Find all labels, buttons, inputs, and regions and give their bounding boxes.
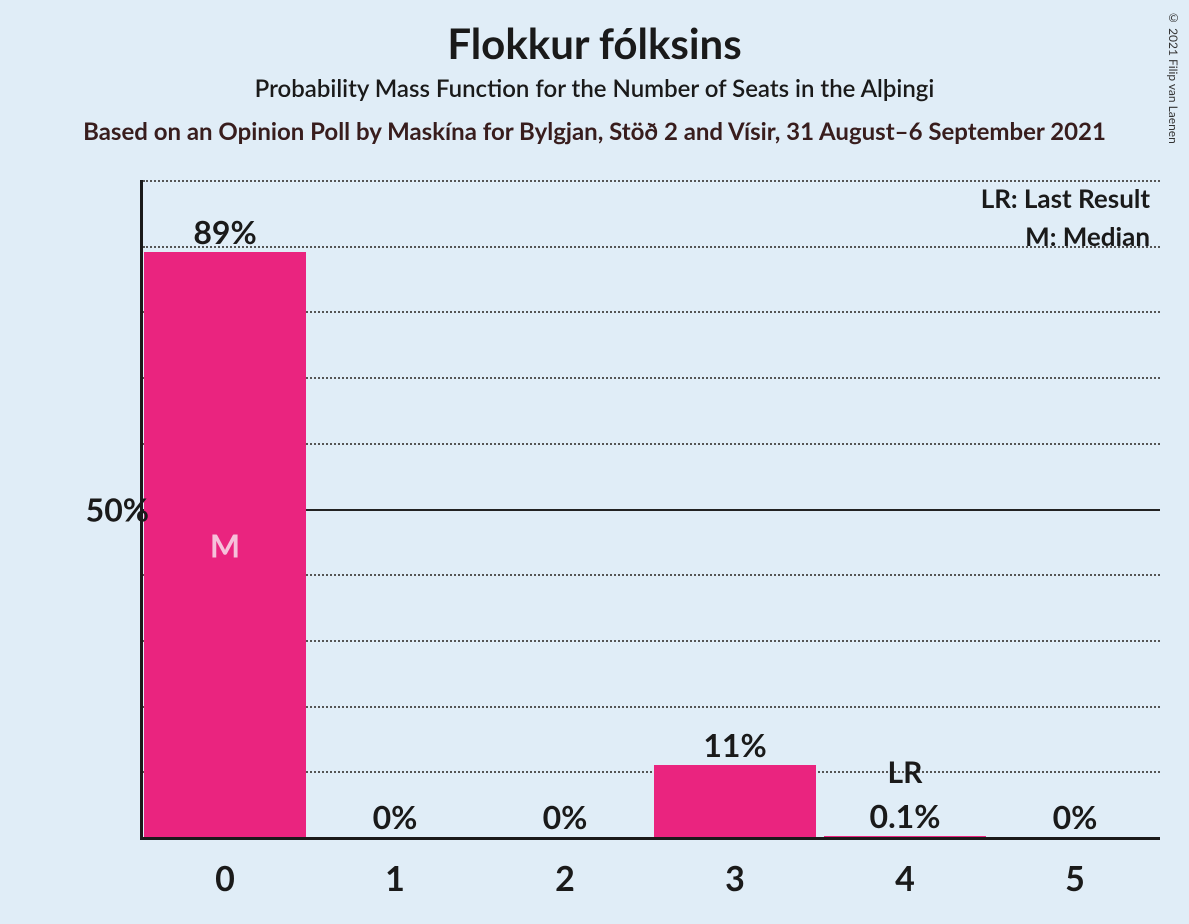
- bar-value-label: 0%: [543, 797, 588, 836]
- bar: [654, 765, 816, 837]
- legend-last-result: LR: Last Result: [981, 182, 1150, 214]
- chart-title: Flokkur fólksins: [0, 0, 1189, 68]
- chart-plot-area: 89% M 0% 0% 11% 0.1% LR 0% LR: Last Result M: M…: [140, 180, 1160, 840]
- x-axis-line: [140, 837, 1160, 840]
- median-marker: M: [210, 525, 240, 564]
- x-tick-label: 5: [1065, 858, 1085, 899]
- bar-value-label: 89%: [193, 212, 256, 251]
- bar-value-label: 0%: [373, 797, 418, 836]
- bar-value-label: 11%: [703, 725, 766, 764]
- x-tick-label: 2: [555, 858, 575, 899]
- bar-value-label: 0.1%: [870, 796, 941, 835]
- bar-value-label: 0%: [1053, 797, 1098, 836]
- bar: [824, 836, 986, 837]
- gridline-minor: [143, 246, 1160, 248]
- legend-median: M: Median: [1025, 220, 1150, 252]
- x-tick-label: 3: [725, 858, 745, 899]
- x-tick-label: 4: [895, 858, 915, 899]
- x-tick-label: 0: [215, 858, 235, 899]
- y-tick-label: 50%: [86, 489, 149, 528]
- chart-source: Based on an Opinion Poll by Maskína for …: [0, 117, 1189, 146]
- last-result-marker: LR: [888, 754, 923, 790]
- x-tick-label: 1: [385, 858, 405, 899]
- copyright-text: © 2021 Filip van Laenen: [1166, 10, 1181, 144]
- chart-subtitle: Probability Mass Function for the Number…: [0, 74, 1189, 103]
